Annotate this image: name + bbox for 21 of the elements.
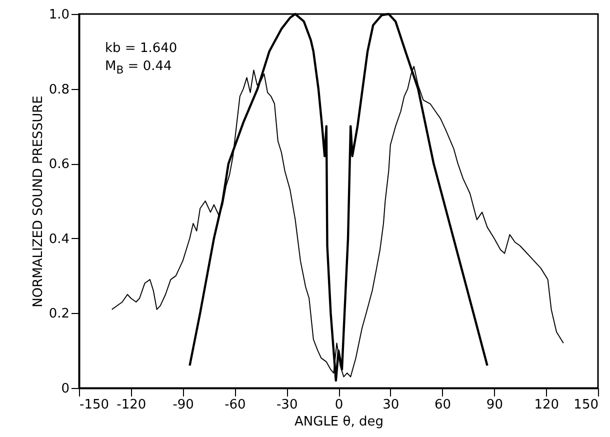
x-tick-label: 30 <box>382 398 400 412</box>
y-axis-title: NORMALIZED SOUND PRESSURE <box>30 96 46 308</box>
y-tick-label: 0.6 <box>48 157 70 172</box>
x-tick-label: -150 <box>80 398 110 412</box>
y-tick-label: 0.8 <box>48 82 70 98</box>
x-tick-label: -90 <box>172 398 194 412</box>
x-tick-label: -30 <box>276 398 298 412</box>
x-tick-label: -60 <box>224 398 246 412</box>
annotation: kb = 1.640 <box>105 40 178 58</box>
x-tick-label: 0 <box>334 398 344 412</box>
y-tick-label: 0.2 <box>48 306 70 322</box>
x-tick-label: -120 <box>116 398 146 412</box>
annotation: M$_{B}$ = 0.44 <box>105 58 173 79</box>
x-tick-label: 60 <box>434 398 452 412</box>
x-tick-label: 90 <box>486 398 503 412</box>
x-tick-label: 120 <box>534 398 560 412</box>
x-tick-label: 150 <box>574 398 598 412</box>
y-tick-label: 1.0 <box>48 8 70 22</box>
y-tick-label: 0.4 <box>48 232 70 247</box>
y-tick-label: 0 <box>61 382 70 396</box>
x-axis-title: ANGLE θ, deg <box>294 414 384 430</box>
